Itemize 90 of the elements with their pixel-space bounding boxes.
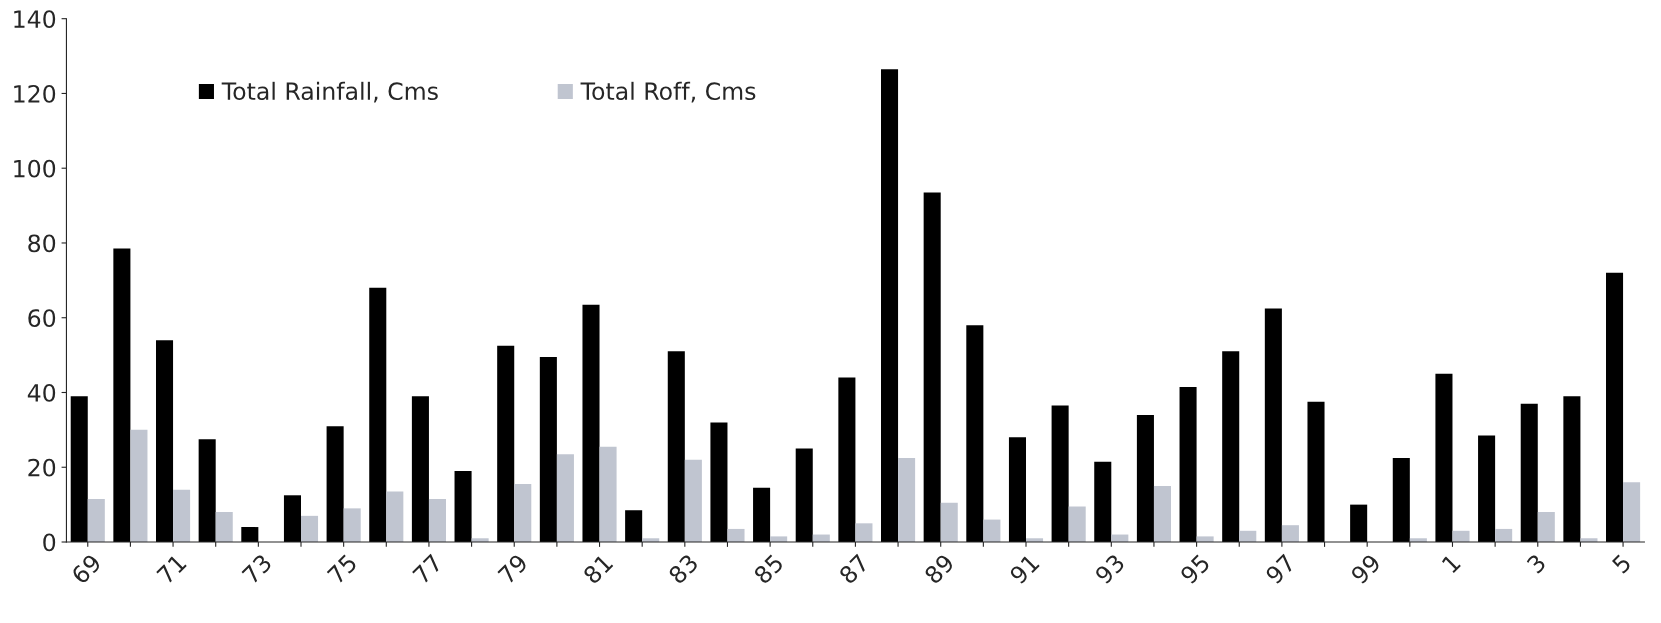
legend-label: Total Rainfall, Cms [221, 81, 438, 103]
bar [411, 396, 429, 543]
y-tick-label: 140 [14, 10, 56, 28]
bar [1051, 405, 1069, 543]
bar [1264, 308, 1282, 543]
x-tick-label: 87 [838, 553, 870, 585]
bar [215, 512, 233, 543]
bar [898, 457, 916, 543]
bar [599, 446, 617, 543]
bar [1281, 525, 1299, 543]
bar [1136, 414, 1154, 543]
bar [881, 69, 899, 543]
bar [343, 508, 361, 543]
x-tick-label: 79 [497, 553, 529, 585]
x-tick-label: 95 [1179, 553, 1211, 585]
bar [241, 527, 259, 543]
bar [198, 439, 216, 543]
bar [556, 454, 574, 543]
bar [173, 489, 191, 543]
x-tick-label: 99 [1349, 553, 1382, 585]
bar [855, 523, 873, 543]
bar [1478, 435, 1496, 543]
y-tick-label: 20 [28, 458, 56, 477]
x-tick-label: 97 [1264, 553, 1296, 585]
bar [1563, 396, 1581, 543]
y-tick-label: 80 [28, 234, 56, 253]
bar [838, 377, 856, 543]
x-tick-label: 1 [1441, 553, 1461, 574]
bar [386, 491, 404, 543]
bar [1435, 373, 1453, 543]
bar [1179, 386, 1197, 543]
bar [1520, 403, 1538, 543]
bar [1452, 530, 1470, 543]
x-tick-label: 73 [241, 553, 273, 585]
bar [539, 356, 557, 543]
bar [369, 287, 387, 543]
bar [514, 484, 532, 543]
bar [283, 495, 301, 543]
bar [940, 502, 958, 543]
x-tick-label: 81 [582, 553, 614, 585]
bar [1606, 272, 1624, 543]
bar [1392, 457, 1410, 543]
bar [1495, 528, 1513, 543]
x-tick-label: 85 [752, 553, 785, 585]
bar [1094, 461, 1112, 543]
x-tick-label: 3 [1525, 553, 1547, 575]
bar [1350, 504, 1368, 543]
bar [684, 459, 702, 543]
bar [113, 248, 131, 543]
bar [667, 351, 685, 543]
x-tick-label: 77 [412, 553, 443, 585]
bar [923, 192, 941, 543]
x-tick-label: 71 [156, 553, 187, 585]
bar [301, 515, 319, 543]
bar [1537, 512, 1555, 543]
bar [983, 519, 1001, 543]
x-tick-label: 89 [923, 553, 955, 585]
bar [130, 429, 148, 543]
y-tick-label: 120 [14, 84, 56, 103]
bar [1307, 401, 1325, 543]
bar [1222, 351, 1240, 543]
x-tick-label: 93 [1093, 553, 1126, 585]
bar [1008, 437, 1026, 543]
bar [454, 470, 472, 543]
bar [582, 304, 600, 543]
bar [966, 325, 984, 543]
bar [156, 340, 174, 543]
bar [625, 510, 643, 543]
bar [497, 345, 515, 543]
x-tick-label: 91 [1008, 553, 1040, 585]
bar [1068, 506, 1086, 543]
legend-label: Total Roff, Cms [580, 81, 756, 103]
bar [70, 396, 88, 543]
bar [1623, 482, 1641, 543]
x-tick-label: 75 [326, 553, 358, 585]
bar [87, 499, 105, 543]
bar [428, 499, 446, 543]
y-tick-label: 100 [14, 159, 56, 178]
x-tick-label: 83 [667, 553, 699, 585]
bar [710, 422, 728, 543]
y-tick-label: 0 [43, 533, 56, 552]
bar [795, 448, 813, 543]
bar [727, 528, 745, 543]
bar [753, 487, 771, 543]
bar [326, 426, 344, 543]
y-tick-label: 60 [28, 309, 56, 328]
x-tick-label: 69 [70, 553, 103, 585]
x-tick-label: 5 [1611, 553, 1632, 574]
y-tick-label: 40 [27, 383, 56, 402]
bar [1153, 485, 1171, 543]
